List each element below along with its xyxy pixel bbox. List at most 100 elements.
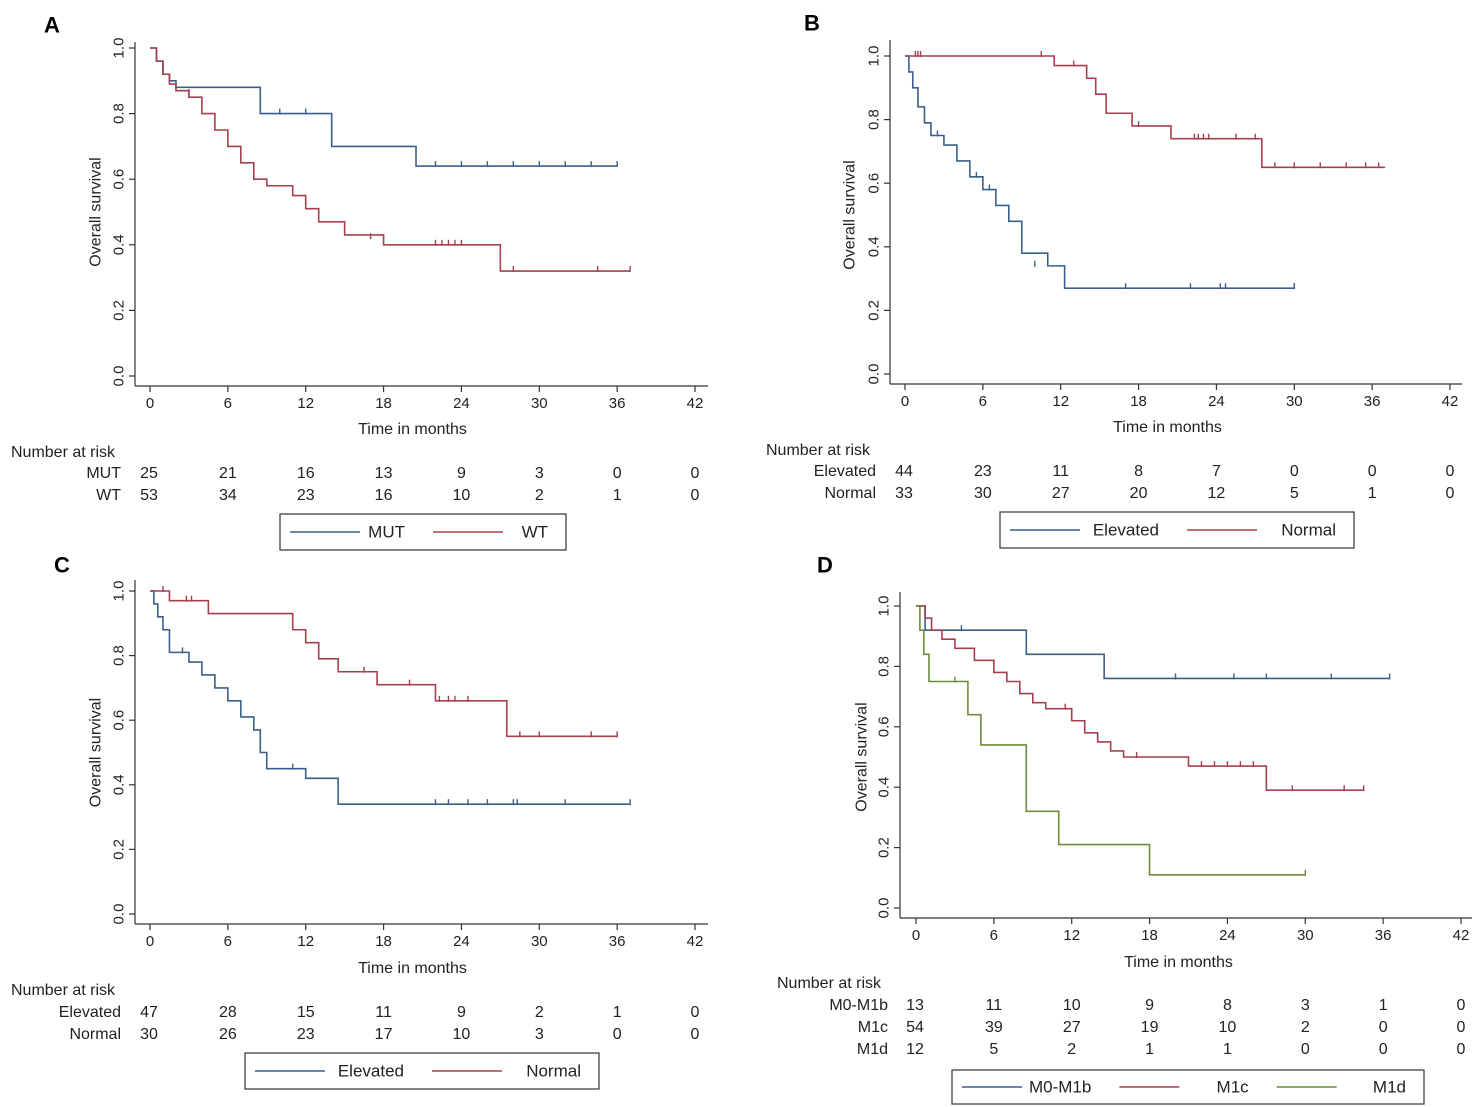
risk-value: 8 [1134,463,1143,480]
x-tick-label: 18 [1130,393,1147,410]
x-tick-label: 6 [224,933,232,950]
risk-value: 53 [140,487,158,504]
risk-value: 1 [1145,1041,1154,1058]
x-tick-label: 42 [1453,927,1470,944]
risk-value: 25 [140,465,158,482]
risk-row-label: Elevated [814,463,876,480]
y-tick-label: 0.0 [111,366,128,387]
x-tick-label: 12 [297,933,314,950]
legend-frame [279,513,567,551]
risk-value: 33 [895,485,913,502]
y-axis-title: Overall survival [854,702,871,811]
risk-value: 39 [985,1019,1003,1036]
y-axis-title: Overall survival [88,157,105,266]
x-axis-title: Time in months [358,421,467,438]
risk-value: 47 [140,1004,158,1021]
risk-value: 2 [1301,1019,1310,1036]
x-tick-label: 30 [1286,393,1303,410]
y-tick-label: 0.2 [111,839,128,860]
risk-value: 27 [1063,1019,1081,1036]
risk-value: 54 [906,1019,924,1036]
risk-value: 5 [989,1041,998,1058]
risk-value: 44 [895,463,913,480]
x-tick-label: 42 [1442,393,1459,410]
survival-curve-m0-m1b [916,605,1390,680]
y-tick-label: 1.0 [111,38,128,59]
risk-value: 17 [375,1026,393,1043]
y-tick-label: 0.6 [111,710,128,731]
risk-value: 9 [457,465,466,482]
x-tick-label: 6 [224,395,232,412]
risk-value: 12 [1208,485,1226,502]
risk-value: 7 [1212,463,1221,480]
risk-value: 1 [1368,485,1377,502]
risk-value: 13 [375,465,393,482]
x-tick-label: 36 [1364,393,1381,410]
legend-label: MUT [368,523,405,542]
risk-value: 30 [140,1026,158,1043]
x-tick-label: 30 [531,395,548,412]
risk-value: 2 [535,487,544,504]
risk-value: 3 [535,465,544,482]
risk-value: 0 [1446,485,1455,502]
legend-frame [999,511,1355,549]
legend-label: Normal [1281,521,1336,540]
x-tick-label: 12 [297,395,314,412]
x-tick-label: 24 [453,395,470,412]
legend: M0-M1b M1c M1d [951,1069,1425,1105]
risk-value: 11 [986,997,1003,1014]
risk-value: 2 [1067,1041,1076,1058]
y-tick-label: 1.0 [876,596,893,617]
x-axis-title: Time in months [358,960,467,977]
survival-curve-normal [150,590,618,738]
legend-label: M1c [1217,1078,1250,1097]
risk-value: 1 [1223,1041,1232,1058]
x-tick-label: 6 [990,927,998,944]
y-tick-label: 0.0 [876,898,893,919]
legend-frame [951,1069,1425,1105]
risk-value: 0 [691,465,700,482]
x-tick-label: 42 [687,395,704,412]
y-tick-label: 0.4 [866,236,883,257]
x-tick-label: 24 [1219,927,1236,944]
y-axis-title: Overall survival [88,698,105,807]
legend: Elevated Normal [244,1052,600,1090]
x-tick-label: 36 [1375,927,1392,944]
y-tick-label: 0.2 [876,837,893,858]
risk-value: 23 [297,1026,315,1043]
risk-table-title: Number at risk [766,442,871,459]
risk-value: 0 [691,1026,700,1043]
risk-row-label: M1d [857,1041,888,1058]
survival-curve-elevated [905,55,1295,289]
risk-value: 19 [1141,1019,1159,1036]
x-tick-label: 30 [1297,927,1314,944]
risk-value: 0 [1457,1041,1466,1058]
risk-value: 30 [974,485,992,502]
risk-row-label: M0-M1b [829,997,888,1014]
x-tick-label: 42 [687,933,704,950]
risk-row-label: M1c [858,1019,888,1036]
x-tick-label: 0 [146,933,154,950]
legend-label: M0-M1b [1029,1078,1091,1097]
risk-value: 3 [535,1026,544,1043]
risk-value: 9 [457,1004,466,1021]
risk-value: 28 [219,1004,237,1021]
y-tick-label: 1.0 [111,581,128,602]
risk-value: 0 [613,1026,622,1043]
risk-row-label: Normal [824,485,876,502]
legend: MUT WT [279,513,567,551]
x-tick-label: 36 [609,933,626,950]
x-tick-label: 24 [1208,393,1225,410]
risk-value: 10 [453,1026,471,1043]
survival-curve-normal [905,55,1386,169]
y-tick-label: 0.8 [111,103,128,124]
y-axis-title: Overall survival [842,160,859,269]
risk-value: 11 [375,1004,392,1021]
y-tick-label: 0.8 [111,645,128,666]
risk-value: 10 [1219,1019,1237,1036]
